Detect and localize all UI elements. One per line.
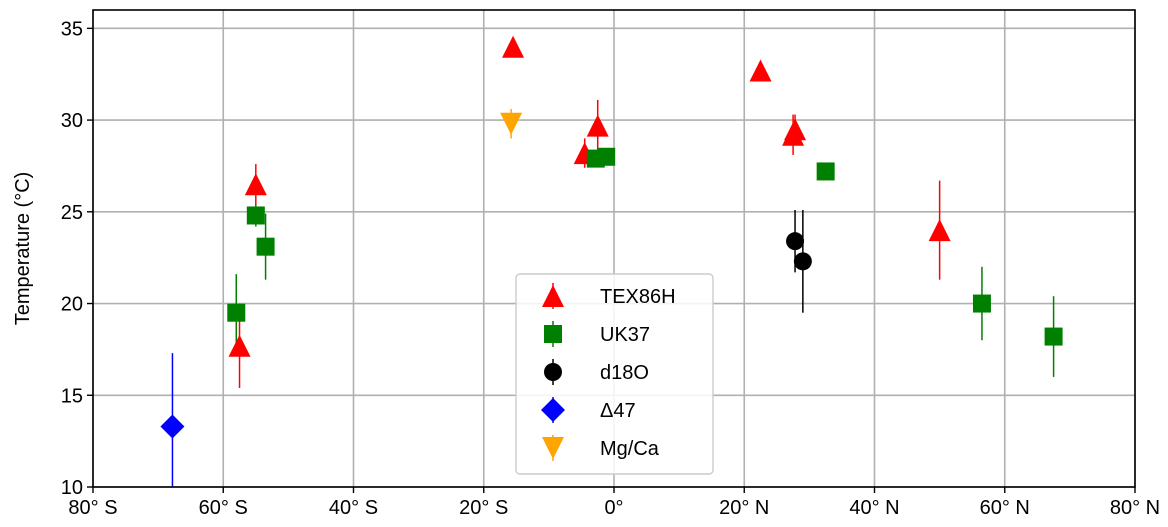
- legend-label-47: Δ47: [600, 400, 636, 422]
- x-tick-label: 80° N: [1110, 497, 1160, 519]
- y-tick-label: 15: [61, 385, 83, 407]
- data-point-tex86h: [502, 35, 525, 58]
- x-tick-label: 0°: [604, 497, 623, 519]
- legend-marker-47: [541, 398, 565, 422]
- data-point-tex86h: [244, 173, 267, 196]
- data-point-uk37: [1044, 327, 1063, 346]
- axis-ticks: 80° S 60° S 40° S 20° S 0° 20° N 40° N 60° N 80°…: [61, 18, 1160, 519]
- data-point-tex86h: [228, 334, 251, 357]
- data-point-uk37: [972, 294, 991, 313]
- legend-box: [515, 273, 714, 475]
- data-point-uk37: [597, 147, 616, 166]
- data-point-d18o: [793, 252, 812, 271]
- x-tick-label: 60° N: [980, 497, 1030, 519]
- data-point-tex86h: [784, 118, 807, 141]
- data-point-tex86h: [749, 59, 772, 82]
- legend-label-d18o: d18O: [600, 362, 649, 384]
- legend-marker-d18o: [544, 363, 562, 381]
- data-point-uk37: [256, 237, 275, 256]
- x-tick-label: 20° S: [459, 497, 508, 519]
- legend-marker-uk37: [544, 325, 562, 343]
- data-point-d18o: [786, 232, 805, 251]
- data-point-tex86h: [586, 114, 609, 137]
- legend-marker-tex86h: [542, 285, 564, 307]
- x-tick-label: 80° S: [68, 497, 117, 519]
- legend-label-tex86h: TEX86H: [600, 286, 676, 308]
- data-point-uk37: [227, 303, 246, 322]
- y-axis-label: Temperature (°C): [12, 172, 34, 326]
- x-tick-label: 40° S: [329, 497, 378, 519]
- x-tick-label: 60° S: [199, 497, 248, 519]
- data-point-uk37: [816, 162, 835, 181]
- legend-label-mg-ca: Mg/Ca: [600, 438, 660, 460]
- data-point-mg-ca: [500, 112, 523, 135]
- data-point-tex86h: [928, 219, 951, 242]
- y-tick-label: 25: [61, 202, 83, 224]
- y-tick-label: 30: [61, 110, 83, 132]
- data-markers: [160, 35, 1063, 439]
- data-point-47: [160, 414, 185, 439]
- y-tick-label: 35: [61, 18, 83, 40]
- x-tick-label: 40° N: [849, 497, 899, 519]
- x-tick-label: 20° N: [719, 497, 769, 519]
- data-point-uk37: [246, 206, 265, 225]
- legend: TEX86H UK37 d18O Δ47 Mg/Ca: [515, 273, 714, 475]
- legend-marker-mg-ca: [542, 437, 564, 459]
- legend-label-uk37: UK37: [600, 324, 650, 346]
- y-tick-label: 10: [61, 477, 83, 499]
- y-tick-label: 20: [61, 294, 83, 316]
